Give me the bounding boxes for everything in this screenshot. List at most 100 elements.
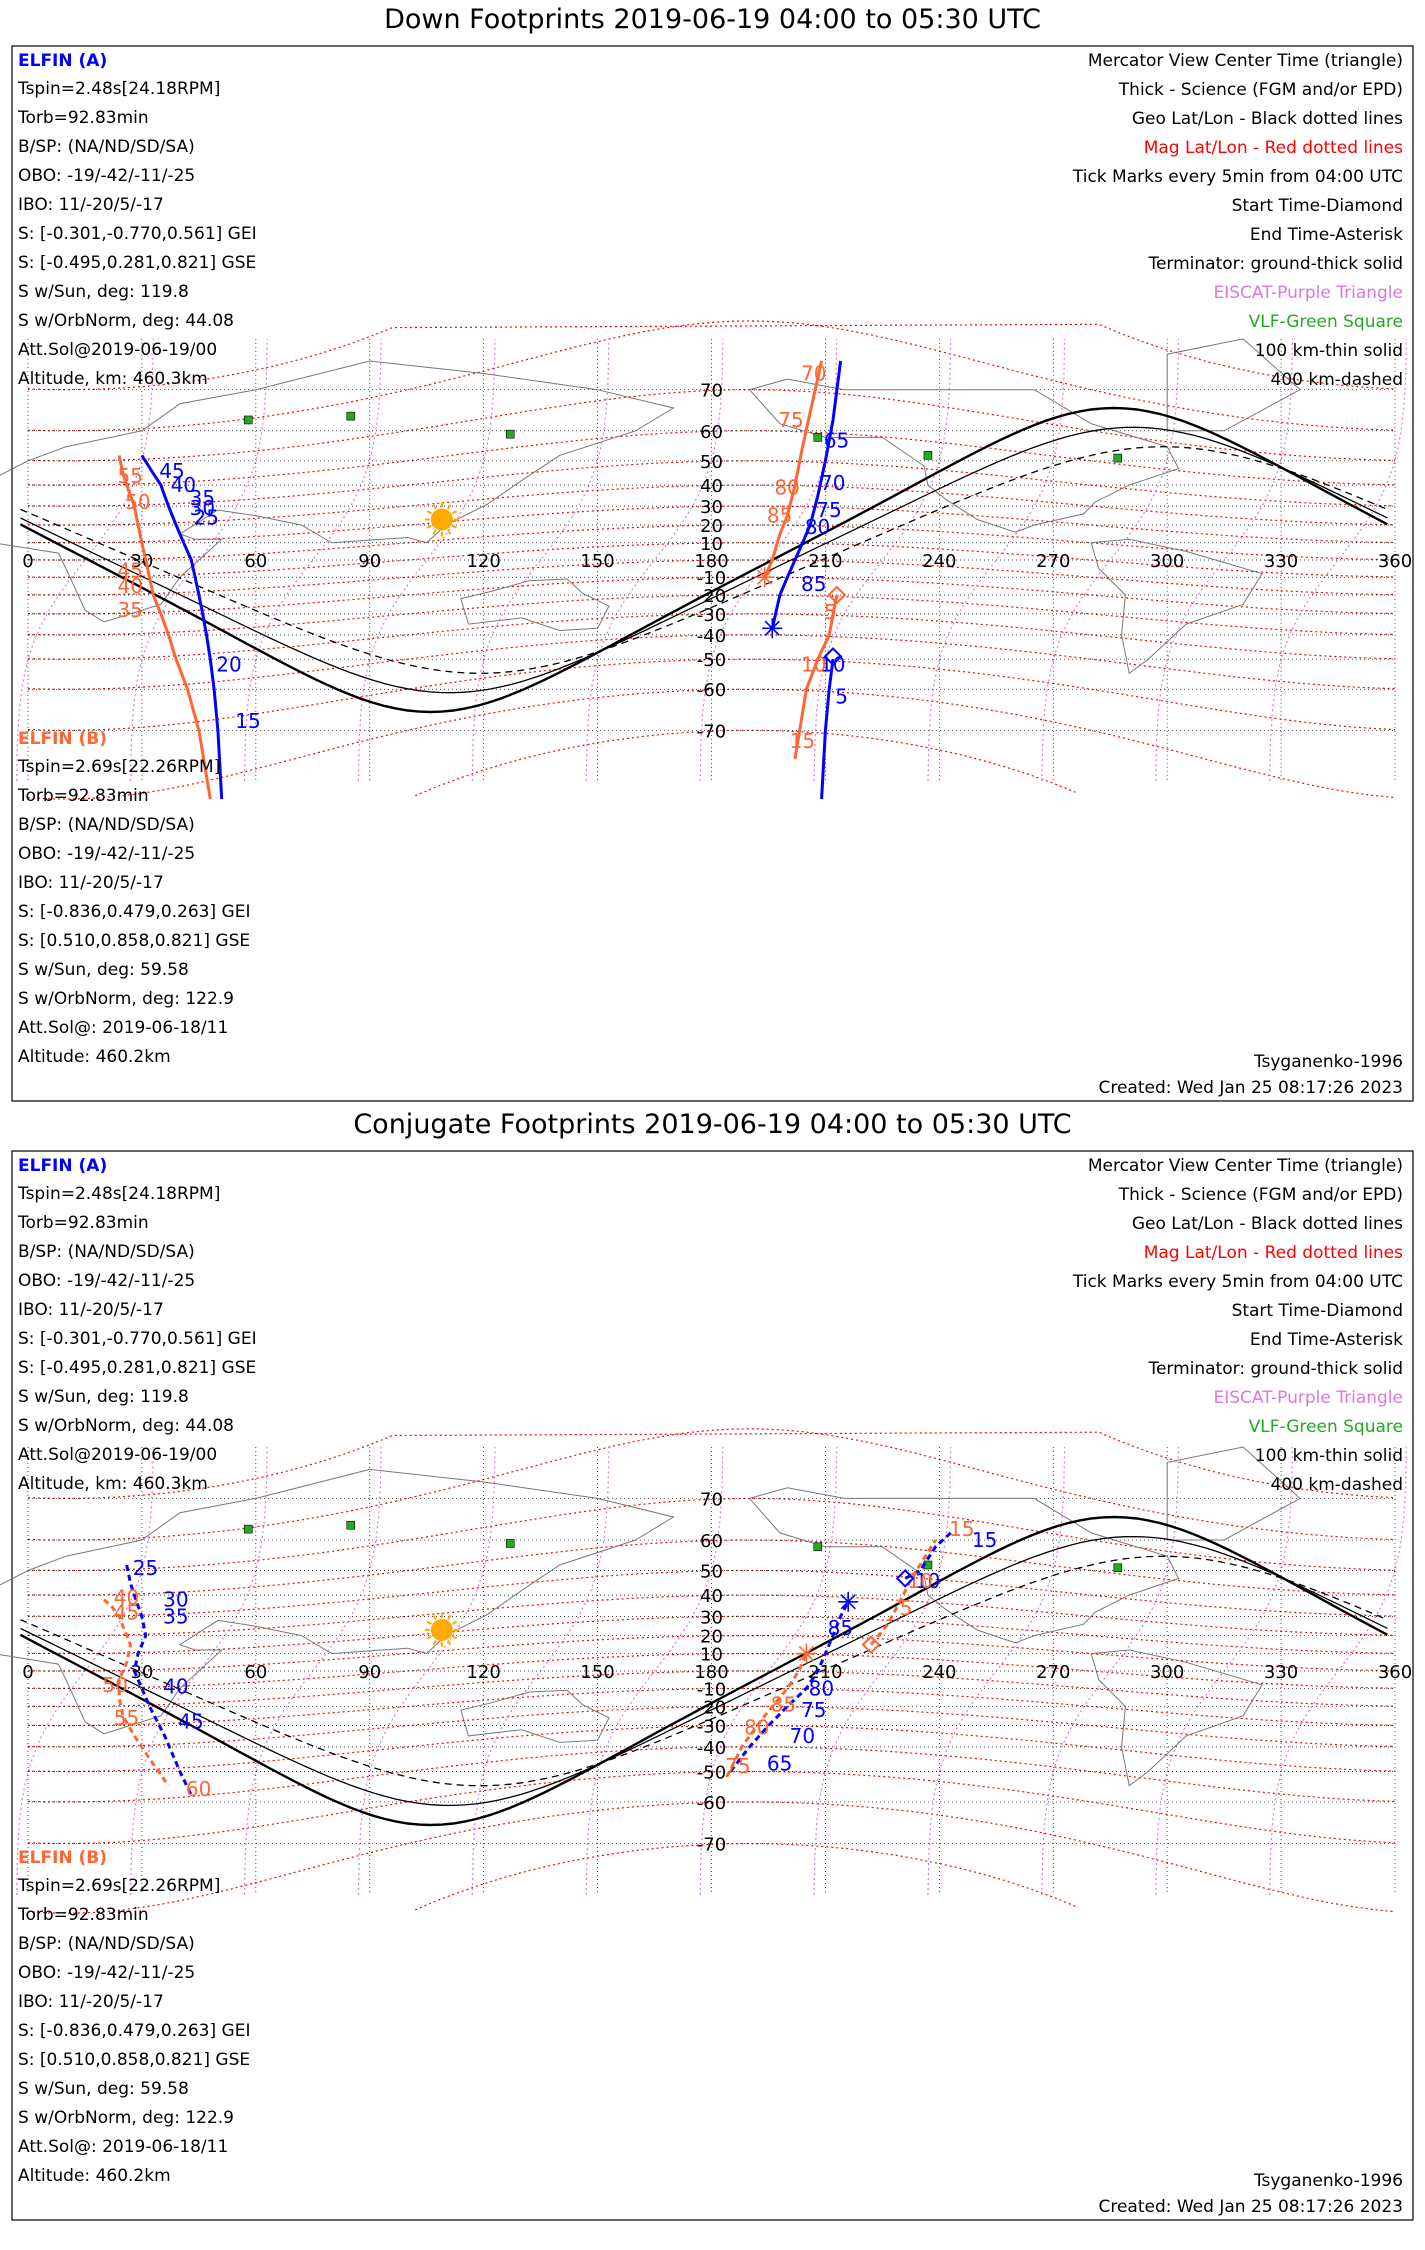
- elfin-b-info-line: Torb=92.83min: [17, 786, 149, 806]
- elfin-a-time-tick-label: 75: [816, 498, 841, 522]
- lon-tick-label: 180: [694, 551, 728, 572]
- lat-tick-label: -30: [697, 1717, 726, 1738]
- lon-tick-label: 270: [1036, 551, 1070, 572]
- vlf-station-marker: [505, 1539, 515, 1548]
- elfin-a-time-tick-label: 40: [163, 1675, 188, 1699]
- start-time-diamond: [827, 585, 847, 605]
- lat-tick-label: -50: [697, 1762, 726, 1783]
- elfin-b-info-line: Tspin=2.69s[22.26RPM]: [17, 1876, 220, 1896]
- elfin-a-info-line: OBO: -19/-42/-11/-25: [18, 166, 195, 186]
- elfin-b-time-tick-label: 15: [790, 729, 815, 753]
- elfin-a-footprint-track: [729, 1601, 850, 1773]
- elfin-b-info-line: IBO: 11/-20/5/-17: [18, 1992, 164, 2012]
- lat-tick-label: 30: [700, 1607, 723, 1628]
- legend-entry: Geo Lat/Lon - Black dotted lines: [1132, 1214, 1403, 1234]
- lat-tick-label: -40: [697, 1738, 726, 1759]
- end-time-asterisk: [798, 1645, 815, 1662]
- coastline: [1090, 538, 1263, 675]
- elfin-a-info-line: Torb=92.83min: [17, 108, 149, 128]
- mag-lat-line: [27, 1705, 1396, 1748]
- elfin-b-info-line: Tspin=2.69s[22.26RPM]: [17, 757, 220, 777]
- elfin-b-info-line: Torb=92.83min: [17, 1905, 149, 1925]
- lat-tick-label: 40: [700, 1586, 723, 1607]
- lon-tick-label: 210: [808, 1662, 842, 1683]
- mag-lon-line: [357, 1446, 496, 1896]
- elfin-a-time-tick-label: 85: [801, 572, 826, 596]
- elfin-b-info-line: Altitude: 460.2km: [18, 1047, 171, 1067]
- elfin-b-info-line: B/SP: (NA/ND/SD/SA): [18, 815, 195, 835]
- elfin-b-time-tick-label: 40: [114, 1585, 139, 1609]
- lat-tick-label: 70: [700, 1489, 723, 1510]
- lat-tick-label: -40: [697, 626, 726, 647]
- legend-entry: End Time-Asterisk: [1250, 225, 1403, 245]
- elfin-a-info-line: Att.Sol@2019-06-19/00: [18, 1445, 217, 1465]
- vlf-station-marker: [1113, 453, 1123, 463]
- sun-ray: [451, 1620, 458, 1625]
- panel-title-down: Down Footprints 2019-06-19 04:00 to 05:3…: [384, 4, 1041, 35]
- elfin-b-time-tick-label: 80: [744, 1716, 769, 1740]
- elfin-b-footprint-track: [102, 1598, 170, 1787]
- elfin-a-info-line: B/SP: (NA/ND/SD/SA): [18, 137, 195, 157]
- lon-tick-label: 330: [1264, 1662, 1298, 1683]
- mag-lat-line: [27, 1770, 1396, 1845]
- lat-tick-label: 50: [700, 452, 723, 473]
- elfin-b-info-line: IBO: 11/-20/5/-17: [18, 873, 164, 893]
- lat-tick-label: -70: [697, 1835, 726, 1856]
- vlf-station-marker: [346, 411, 356, 421]
- lat-tick-label: 50: [700, 1562, 723, 1583]
- lon-tick-label: 240: [922, 551, 956, 572]
- elfin-b-time-tick-label: 5: [900, 1596, 913, 1620]
- elfin-b-time-tick-label: 45: [118, 558, 143, 582]
- elfin-a-time-tick-label: 70: [790, 1724, 815, 1748]
- sun-ray: [426, 524, 433, 529]
- elfin-a-footprint-track: [820, 659, 835, 800]
- end-time-asterisk: [764, 620, 780, 636]
- legend-entry: Start Time-Diamond: [1232, 196, 1403, 216]
- elfin-b-time-tick-label: 55: [114, 1706, 139, 1730]
- elfin-a-footprint-track: [770, 360, 843, 629]
- legend-entry: End Time-Asterisk: [1250, 1330, 1403, 1350]
- map-frame: [11, 1150, 1414, 2221]
- mag-lat-line: [27, 576, 1396, 615]
- lon-tick-label: 120: [466, 1662, 500, 1683]
- elfin-b-info-line: S w/OrbNorm, deg: 122.9: [18, 2108, 234, 2128]
- lon-tick-label: 150: [580, 551, 614, 572]
- coastline: [0, 360, 675, 623]
- panel-title-conjugate: Conjugate Footprints 2019-06-19 04:00 to…: [353, 1109, 1072, 1140]
- vlf-station-marker: [243, 415, 253, 425]
- mag-lat-line: [415, 1842, 1077, 1911]
- elfin-b-time-tick-label: 75: [778, 408, 803, 432]
- elfin-a-time-tick-label: 25: [193, 506, 218, 530]
- lat-tick-label: -50: [697, 650, 726, 671]
- legend-entry: Start Time-Diamond: [1232, 1301, 1403, 1321]
- mag-lat-line: [27, 1724, 1396, 1773]
- elfin-b-info-line: S: [-0.836,0.479,0.263] GEI: [18, 902, 250, 922]
- elfin-b-info-line: S: [0.510,0.858,0.821] GSE: [18, 2050, 250, 2070]
- end-time-asterisk: [840, 1594, 856, 1610]
- elfin-b-footprint-track: [793, 594, 839, 760]
- elfin-b-time-tick-label: 75: [725, 1754, 750, 1778]
- legend-entry: VLF-Green Square: [1249, 1417, 1403, 1437]
- elfin-a-info-line: Att.Sol@2019-06-19/00: [18, 340, 217, 360]
- mag-lat-line: [27, 542, 1396, 578]
- terminator-400km: [20, 446, 1388, 674]
- sun-ray: [447, 504, 452, 510]
- lon-tick-label: 360: [1378, 551, 1412, 572]
- sun-ray: [451, 524, 458, 529]
- lon-tick-label: 360: [1378, 1662, 1412, 1683]
- mag-lon-line: [1041, 338, 1180, 782]
- elfin-b-footprint-track: [725, 1652, 808, 1778]
- lon-tick-label: 0: [22, 1662, 33, 1683]
- elfin-a-time-tick-label: 25: [133, 1556, 158, 1580]
- sun-ray: [426, 1620, 433, 1625]
- elfin-a-footprint-track: [125, 1564, 193, 1796]
- lat-tick-label: -60: [697, 680, 726, 701]
- lat-tick-label: -60: [697, 1793, 726, 1814]
- elfin-b-info-line: S: [0.510,0.858,0.821] GSE: [18, 931, 250, 951]
- elfin-a-info-line: S w/OrbNorm, deg: 44.08: [18, 1416, 234, 1436]
- lat-tick-label: 30: [700, 497, 723, 518]
- mag-lon-line: [813, 338, 952, 782]
- end-time-asterisk: [757, 569, 773, 585]
- elfin-a-info-line: IBO: 11/-20/5/-17: [18, 195, 164, 215]
- lat-tick-label: 10: [700, 534, 723, 555]
